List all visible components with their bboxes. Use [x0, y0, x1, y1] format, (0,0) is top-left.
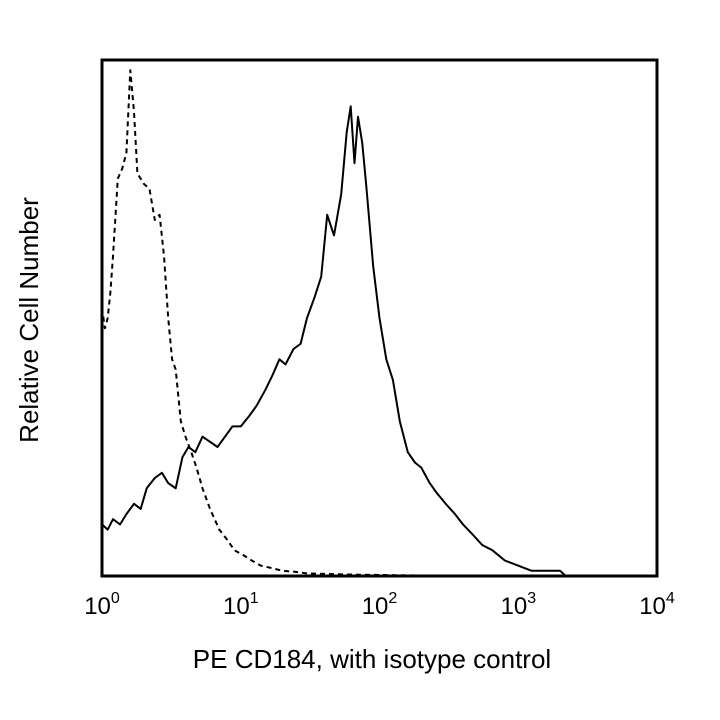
- x-tick-label: 101: [223, 590, 259, 620]
- plot-frame: [100, 58, 659, 578]
- x-tick-label: 102: [362, 590, 398, 620]
- isotype-control-histogram: [101, 69, 519, 577]
- x-tick-label: 103: [500, 590, 536, 620]
- x-axis-title: PE CD184, with isotype control: [193, 644, 551, 674]
- y-axis-title: Relative Cell Number: [14, 197, 44, 443]
- cd184-histogram: [101, 105, 567, 577]
- series-layer: [101, 69, 567, 577]
- x-tick-label: 100: [84, 590, 120, 620]
- x-tick-label: 104: [639, 590, 675, 620]
- x-tick-labels: 100 101 102 103 104: [84, 590, 675, 620]
